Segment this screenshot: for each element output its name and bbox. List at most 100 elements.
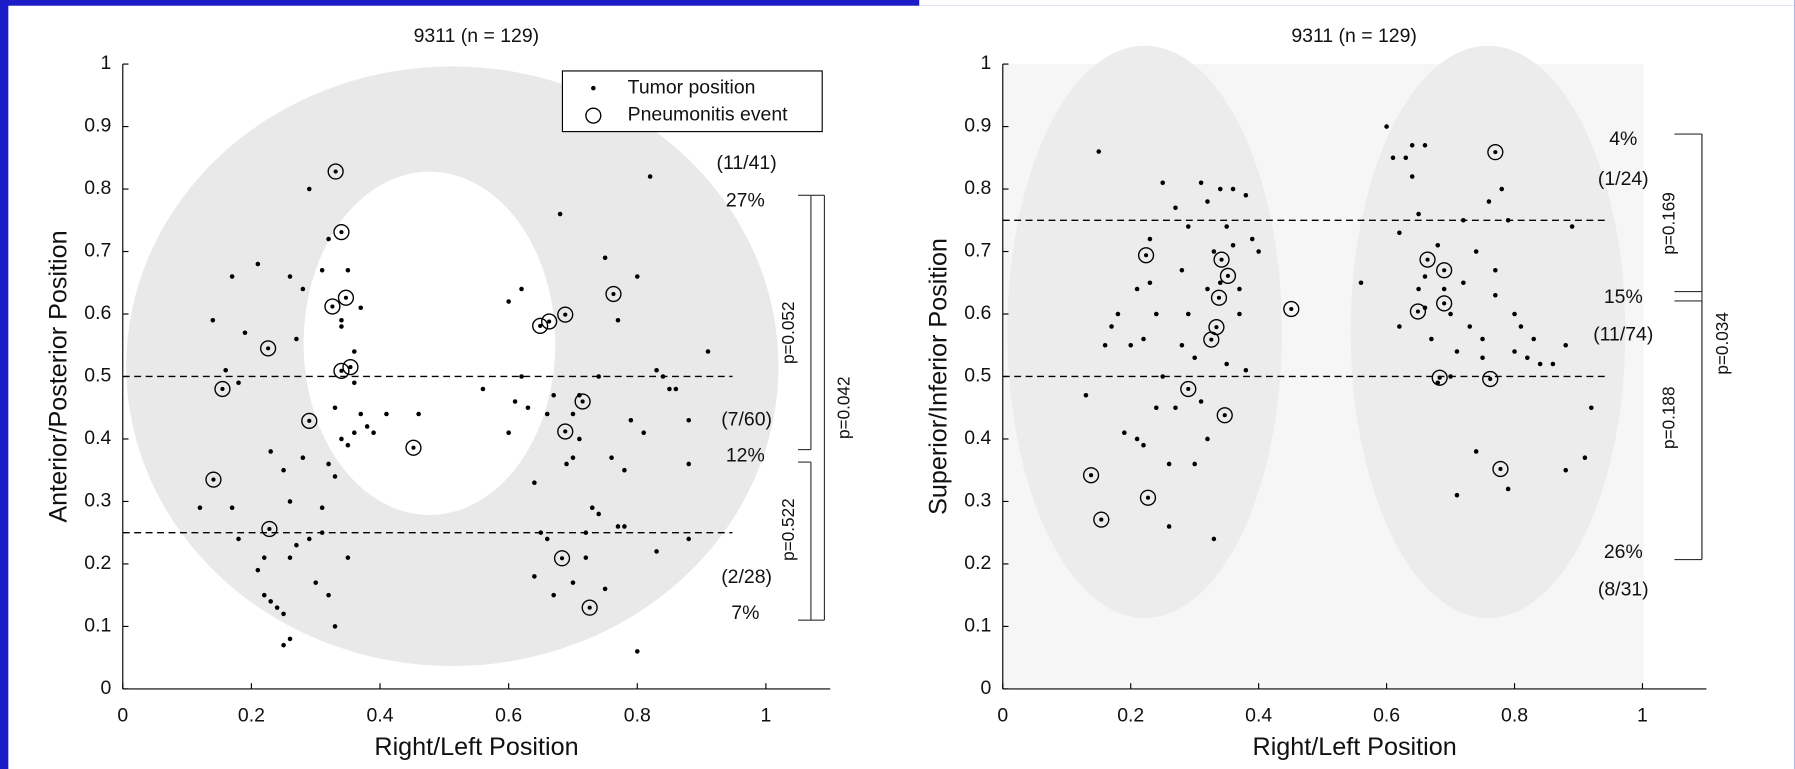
tumor-dot: [1486, 199, 1492, 204]
y-tick-label: 0.4: [964, 427, 991, 449]
marker-ring: [581, 599, 598, 616]
tumor-dot: [1141, 442, 1146, 448]
marker-center: [1088, 473, 1094, 478]
tumor-dot: [596, 511, 601, 517]
pneumonitis-marker: [261, 520, 278, 538]
marker-ring: [1283, 300, 1300, 318]
tumor-dot: [339, 436, 344, 442]
tumor-dot: [1192, 355, 1197, 361]
pneumonitis-marker: [557, 423, 574, 440]
marker-ring: [557, 306, 574, 323]
tumor-dot: [1435, 242, 1441, 248]
tumor-dot: [532, 574, 537, 579]
pneumonitis-marker: [1213, 251, 1230, 268]
annotation: p=0.052: [778, 302, 798, 365]
x-tick-label: 0.6: [495, 705, 522, 727]
marker-ring: [1487, 144, 1504, 161]
tumor-dot: [654, 367, 659, 373]
tumor-dot: [1141, 336, 1146, 342]
tumor-dot: [352, 430, 357, 436]
annotation: (2/28): [721, 566, 772, 588]
tumor-dot: [1422, 143, 1428, 148]
marker-ring: [574, 393, 591, 410]
lung-right-a: [1007, 45, 1282, 618]
marker-ring: [1419, 251, 1436, 268]
tumor-dot: [1173, 205, 1178, 211]
tumor-dot: [544, 536, 550, 542]
tumor-dot: [1390, 155, 1396, 161]
marker-ring: [405, 439, 422, 456]
tumor-dot: [1243, 367, 1249, 373]
y-tick-label: 0: [981, 677, 992, 699]
tumor-dot: [300, 286, 306, 292]
tumor-dot: [1448, 374, 1453, 379]
tumor-dot: [1416, 211, 1421, 217]
tumor-dot: [210, 317, 216, 323]
x-tick-label: 1: [760, 705, 771, 727]
tumor-dot: [300, 455, 306, 461]
tumor-dot: [1122, 430, 1127, 436]
x-tick-label: 0.2: [238, 705, 265, 727]
tumor-dot: [1537, 361, 1543, 367]
tumor-dot: [261, 555, 267, 560]
tumor-dot: [345, 555, 351, 560]
tumor-dot: [294, 542, 299, 548]
tumor-dot: [236, 536, 241, 542]
tumor-dot: [384, 411, 389, 417]
pneumonitis-marker: [557, 306, 574, 323]
pneumonitis-marker: [259, 340, 277, 357]
x-axis-label: Right/Left Position: [374, 733, 578, 761]
tumor-dot: [570, 455, 576, 461]
marker-ring: [1203, 331, 1220, 348]
y-tick-label: 0.2: [964, 552, 991, 574]
tumor-dot: [313, 580, 319, 585]
pneumonitis-marker: [553, 550, 571, 567]
tumor-dot: [506, 430, 511, 436]
tumor-dot: [1230, 242, 1236, 248]
tumor-dot: [332, 405, 338, 411]
tumor-dot: [416, 411, 421, 417]
tumor-dot: [628, 417, 634, 423]
marker-center: [1145, 495, 1151, 500]
marker-ring: [259, 340, 277, 357]
x-tick-label: 0.2: [1117, 705, 1144, 727]
marker-ring: [1180, 380, 1197, 398]
tumor-dot: [1166, 524, 1172, 529]
x-tick-label: 0: [117, 705, 128, 727]
marker-ring: [532, 317, 549, 335]
marker-center: [1415, 309, 1420, 314]
tumor-dot: [1397, 230, 1402, 236]
tumor-dot: [326, 592, 331, 598]
tumor-dot: [1473, 449, 1479, 454]
tumor-dot: [1582, 455, 1588, 461]
tumor-dot: [326, 461, 331, 467]
tumor-dot: [1211, 536, 1217, 542]
tumor-dot: [281, 642, 286, 648]
tumor-dot: [1224, 224, 1229, 229]
tumor-dot: [551, 592, 556, 598]
tumor-dot: [287, 636, 293, 642]
tumor-dot: [1480, 355, 1485, 361]
marker-ring: [1093, 511, 1110, 528]
pneumonitis-marker: [1487, 144, 1504, 161]
marker-ring: [205, 471, 222, 488]
tumor-dot: [1211, 249, 1217, 254]
pneumonitis-marker: [337, 289, 355, 306]
tumor-dot: [551, 392, 556, 398]
marker-ring: [541, 313, 558, 330]
marker-center: [1498, 466, 1503, 472]
tumor-dot: [197, 505, 203, 510]
pneumonitis-marker: [405, 439, 422, 456]
pneumonitis-marker: [1203, 331, 1220, 348]
marker-ring: [337, 289, 355, 306]
annotation: (1/24): [1598, 168, 1649, 190]
pneumonitis-marker: [581, 599, 598, 616]
pneumonitis-marker: [1137, 247, 1155, 264]
tumor-dot: [1493, 267, 1498, 273]
pneumonitis-marker: [1482, 370, 1499, 388]
marker-ring: [1431, 369, 1448, 386]
legend-marker: [585, 107, 602, 124]
marker-center: [1219, 257, 1224, 262]
